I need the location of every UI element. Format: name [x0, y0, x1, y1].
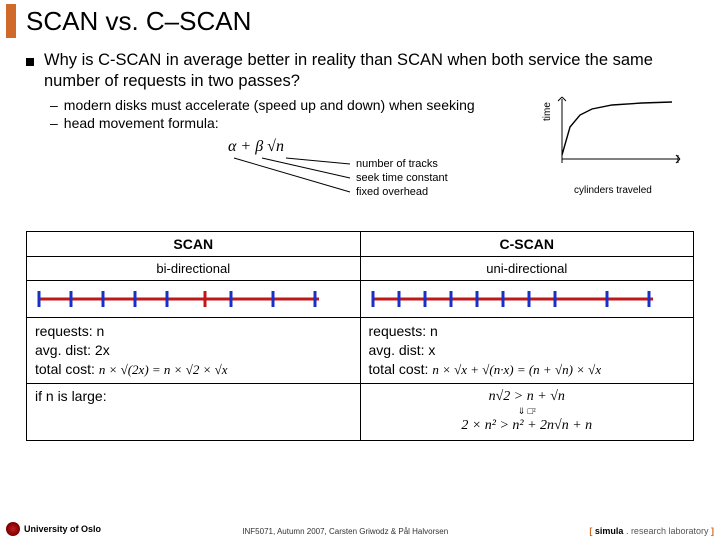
sub-bullet-2: – head movement formula: [50, 115, 552, 131]
sub-bullet-1: – modern disks must accelerate (speed up… [50, 97, 552, 113]
dash-icon: – [50, 115, 58, 131]
dir-cscan: uni-directional [360, 256, 694, 280]
slide-title: SCAN vs. C–SCAN [26, 6, 251, 37]
comparison-table: SCAN C-SCAN bi-directional uni-direction… [26, 231, 694, 441]
footer-uni: University of Oslo [24, 524, 101, 534]
scan-total-lbl: total cost: [35, 361, 95, 377]
uio-seal-icon [6, 522, 20, 536]
hdr-scan: SCAN [27, 231, 361, 256]
title-accent [6, 4, 16, 38]
lead-bullet: Why is C-SCAN in average better in reali… [26, 50, 702, 93]
footer-course: INF5071, Autumn 2007, Carsten Griwodz & … [242, 527, 448, 536]
cscan-math: n × √x + √(n·x) = (n + √n) × √x [432, 362, 601, 377]
seek-time-chart: time cylinders traveled [552, 97, 702, 183]
down-arrow-icon: ⇓ □² [369, 406, 686, 418]
scan-requests: requests: n [35, 322, 352, 341]
cscan-avg: avg. dist: x [369, 341, 686, 360]
ifn-label: if n is large: [27, 383, 361, 440]
scan-track-diagram [35, 285, 352, 313]
dash-icon: – [50, 97, 58, 113]
cscan-requests: requests: n [369, 322, 686, 341]
dir-scan: bi-directional [27, 256, 361, 280]
footer: University of Oslo INF5071, Autumn 2007,… [0, 522, 720, 536]
scan-math: n × √(2x) = n × √2 × √x [99, 362, 228, 377]
cscan-total-lbl: total cost: [369, 361, 429, 377]
x-axis-label: cylinders traveled [574, 185, 652, 196]
ifn-bot: 2 × n² > n² + 2n√n + n [369, 417, 686, 435]
sub1-text: modern disks must accelerate (speed up a… [64, 97, 475, 113]
ann-tracks: number of tracks [356, 158, 438, 170]
title-bar: SCAN vs. C–SCAN [0, 0, 720, 42]
y-axis-label: time [542, 102, 553, 121]
hdr-cscan: C-SCAN [360, 231, 694, 256]
sub2-text: head movement formula: [64, 115, 219, 131]
ann-seek: seek time constant [356, 172, 448, 184]
ifn-top: n√2 > n + √n [369, 388, 686, 406]
lead-text: Why is C-SCAN in average better in reali… [44, 50, 702, 93]
ann-fixed: fixed overhead [356, 186, 428, 198]
scan-avg: avg. dist: 2x [35, 341, 352, 360]
square-bullet-icon [26, 58, 34, 66]
cscan-track-diagram [369, 285, 686, 313]
footer-simula: [ simula . research laboratory ] [589, 526, 714, 536]
